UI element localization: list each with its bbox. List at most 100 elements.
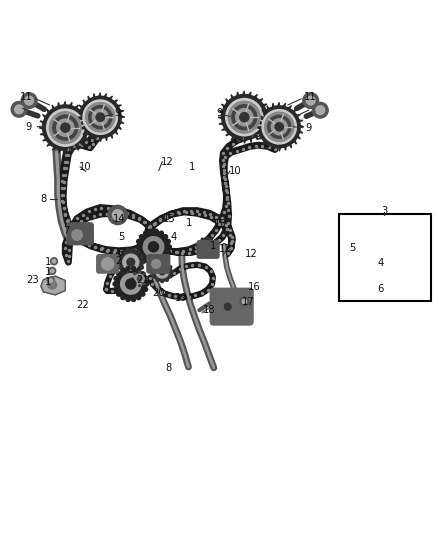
Text: 9: 9 — [26, 122, 32, 132]
Circle shape — [21, 93, 37, 108]
Point — [146, 253, 153, 261]
Point — [170, 269, 177, 277]
Polygon shape — [105, 134, 107, 141]
Point — [60, 197, 67, 206]
Point — [60, 191, 67, 199]
Point — [226, 226, 233, 235]
Point — [120, 257, 127, 266]
Circle shape — [11, 101, 27, 117]
Point — [103, 285, 110, 294]
Point — [152, 255, 159, 264]
Polygon shape — [83, 130, 89, 134]
Text: 6: 6 — [118, 247, 124, 257]
Circle shape — [152, 270, 154, 273]
Point — [151, 220, 158, 229]
Text: 1: 1 — [188, 162, 195, 172]
Circle shape — [139, 235, 144, 239]
Circle shape — [312, 102, 328, 118]
Circle shape — [205, 237, 208, 239]
Point — [174, 208, 181, 216]
Text: 1: 1 — [45, 257, 51, 267]
Point — [185, 292, 192, 301]
Circle shape — [399, 276, 415, 292]
Circle shape — [236, 109, 253, 126]
Circle shape — [135, 274, 144, 283]
Point — [111, 205, 118, 213]
Polygon shape — [417, 262, 421, 268]
Point — [208, 280, 215, 288]
Polygon shape — [42, 138, 49, 141]
Point — [92, 243, 99, 251]
Polygon shape — [47, 142, 53, 146]
Circle shape — [121, 268, 125, 272]
Polygon shape — [88, 133, 93, 139]
Point — [65, 231, 72, 240]
Point — [196, 261, 203, 270]
Circle shape — [134, 273, 135, 274]
Point — [147, 229, 154, 237]
Point — [223, 221, 230, 229]
Point — [79, 141, 86, 150]
Polygon shape — [116, 124, 121, 130]
Point — [106, 272, 113, 280]
Point — [219, 216, 226, 224]
Point — [130, 246, 137, 254]
Polygon shape — [286, 106, 291, 111]
Point — [208, 213, 215, 222]
Point — [65, 252, 72, 261]
Circle shape — [134, 283, 135, 285]
Circle shape — [170, 265, 172, 268]
Point — [204, 236, 211, 244]
Circle shape — [132, 278, 134, 280]
Point — [73, 221, 80, 229]
Point — [376, 255, 383, 264]
Point — [163, 212, 170, 221]
Point — [362, 225, 369, 233]
Circle shape — [221, 300, 234, 313]
Point — [58, 190, 65, 199]
Point — [156, 216, 163, 225]
Point — [117, 247, 124, 256]
Point — [220, 231, 227, 239]
Polygon shape — [79, 105, 84, 110]
Circle shape — [167, 245, 171, 249]
Polygon shape — [237, 136, 242, 142]
Polygon shape — [289, 141, 291, 148]
Point — [67, 232, 74, 241]
Circle shape — [393, 282, 396, 286]
Circle shape — [156, 262, 159, 265]
Circle shape — [204, 244, 209, 249]
Point — [60, 204, 67, 213]
Circle shape — [83, 100, 117, 134]
Point — [223, 188, 230, 197]
Point — [198, 246, 205, 254]
Circle shape — [144, 231, 148, 235]
Text: 9: 9 — [305, 123, 312, 133]
Circle shape — [144, 259, 148, 263]
Circle shape — [137, 239, 141, 244]
Circle shape — [398, 244, 416, 263]
Point — [146, 274, 153, 282]
Point — [221, 175, 228, 183]
Circle shape — [119, 250, 143, 274]
Polygon shape — [113, 128, 117, 134]
Polygon shape — [115, 105, 121, 108]
Point — [141, 218, 148, 227]
Point — [254, 130, 261, 138]
Circle shape — [198, 238, 215, 256]
Point — [220, 168, 227, 177]
Point — [91, 243, 98, 252]
Point — [78, 217, 85, 225]
Point — [165, 290, 172, 299]
Circle shape — [132, 248, 135, 252]
Circle shape — [154, 260, 158, 264]
Point — [110, 247, 117, 256]
Point — [229, 232, 236, 241]
Point — [104, 278, 111, 287]
Circle shape — [141, 272, 145, 276]
Text: 8: 8 — [166, 363, 172, 373]
Text: 9: 9 — [114, 108, 120, 118]
Polygon shape — [416, 239, 421, 243]
Circle shape — [49, 112, 81, 143]
Point — [235, 136, 242, 144]
